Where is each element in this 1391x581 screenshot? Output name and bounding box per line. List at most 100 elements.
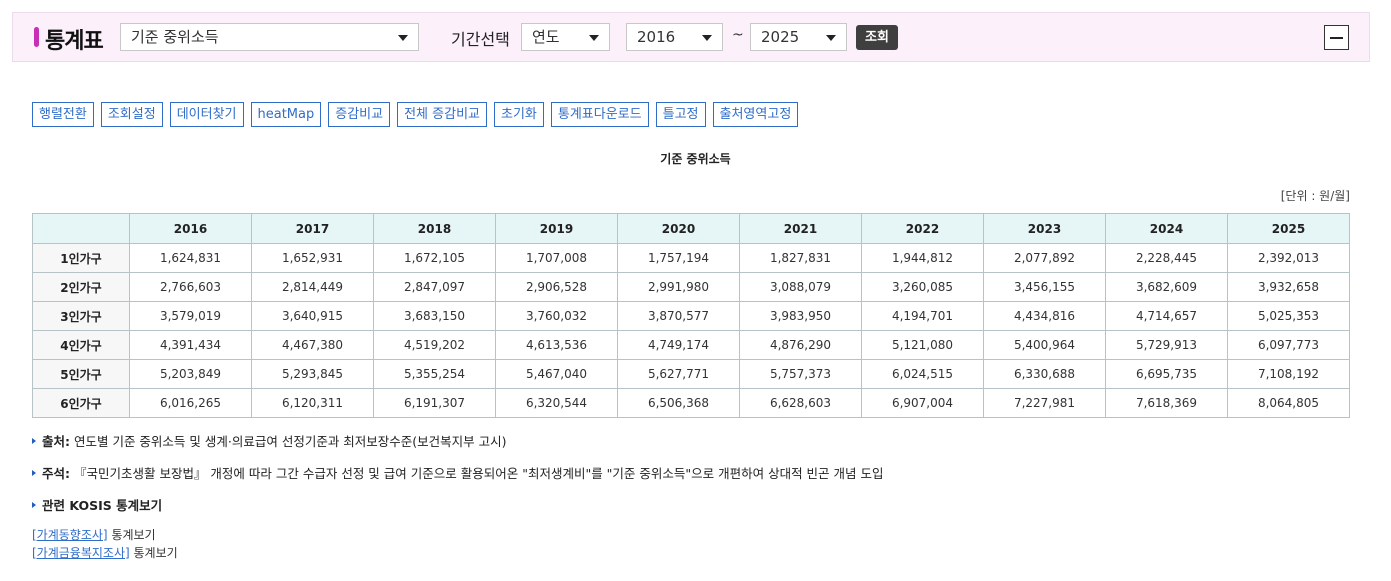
statistics-table: 2016 2017 2018 2019 2020 2021 2022 2023 …	[32, 213, 1350, 418]
table-cell: 4,194,701	[861, 301, 984, 331]
change-compare-button[interactable]: 증감비교	[328, 102, 391, 127]
table-cell: 6,907,004	[861, 388, 984, 418]
source-text: 연도별 기준 중위소득 및 생계·의료급여 선정기준과 최저보장수준(보건복지부…	[73, 434, 507, 449]
heatmap-button[interactable]: heatMap	[250, 102, 322, 127]
link-suffix: 통계보기	[111, 528, 156, 542]
row-header: 4인가구	[32, 330, 130, 360]
column-header: 2018	[373, 213, 496, 244]
table-cell: 1,652,931	[251, 243, 374, 273]
remark-text: 『국민기초생활 보장법』 개정에 따라 그간 수급자 선정 및 급여 기준으로 …	[73, 466, 884, 481]
collapse-button[interactable]	[1324, 25, 1349, 50]
related-link-item: [가계동향조사] 통계보기	[32, 526, 156, 543]
search-button[interactable]: 조회	[856, 25, 898, 50]
table-cell: 1,944,812	[861, 243, 984, 273]
table-row: 3인가구 3,579,019 3,640,915 3,683,150 3,760,032…	[32, 301, 1350, 331]
table-cell: 7,108,192	[1227, 359, 1350, 389]
page-title: 통계표	[45, 29, 104, 54]
stat-select[interactable]: 기준 중위소득	[120, 23, 419, 51]
table-cell: 4,467,380	[251, 330, 374, 360]
table-cell: 3,640,915	[251, 301, 374, 331]
chevron-down-icon	[589, 35, 599, 41]
table-cell: 3,932,658	[1227, 272, 1350, 302]
household-trend-survey-link[interactable]: [가계동향조사]	[32, 528, 108, 542]
start-year-select[interactable]: 2016	[626, 23, 723, 51]
column-header: 2024	[1105, 213, 1228, 244]
all-change-compare-button[interactable]: 전체 증감비교	[397, 102, 487, 127]
search-header: 통계표 기준 중위소득 기간선택 연도 2016 ~ 2025 조회	[12, 12, 1370, 62]
chevron-down-icon	[826, 35, 836, 41]
source-label: 출처:	[42, 434, 70, 449]
table-cell: 1,757,194	[617, 243, 740, 273]
chevron-down-icon	[398, 35, 408, 41]
table-row: 1인가구 1,624,831 1,652,931 1,672,105 1,707,008…	[32, 243, 1350, 273]
table-cell: 3,683,150	[373, 301, 496, 331]
column-header: 2016	[129, 213, 252, 244]
table-cell: 5,025,353	[1227, 301, 1350, 331]
household-finance-survey-link[interactable]: [가계금융복지조사]	[32, 546, 130, 560]
column-header: 2019	[495, 213, 618, 244]
row-header: 3인가구	[32, 301, 130, 331]
unit-note: [단위 : 원/월]	[1280, 189, 1350, 203]
table-cell: 2,847,097	[373, 272, 496, 302]
table-cell: 6,191,307	[373, 388, 496, 418]
table-cell: 5,293,845	[251, 359, 374, 389]
table-row: 6인가구 6,016,265 6,120,311 6,191,307 6,320,544…	[32, 388, 1350, 418]
table-cell: 3,760,032	[495, 301, 618, 331]
table-toolbar: 행렬전환 조회설정 데이터찾기 heatMap 증감비교 전체 증감비교 초기화…	[32, 102, 799, 127]
pin-source-button[interactable]: 출처영역고정	[712, 102, 799, 127]
related-stats-heading: 관련 KOSIS 통계보기	[32, 495, 162, 514]
table-cell: 5,627,771	[617, 359, 740, 389]
reset-button[interactable]: 초기화	[494, 102, 544, 127]
table-cell: 3,983,950	[739, 301, 862, 331]
start-year-value: 2016	[637, 28, 676, 46]
source-note: 출처: 연도별 기준 중위소득 및 생계·의료급여 선정기준과 최저보장수준(보…	[32, 431, 507, 450]
table-row: 2인가구 2,766,603 2,814,449 2,847,097 2,906,528…	[32, 272, 1350, 302]
table-cell: 4,391,434	[129, 330, 252, 360]
table-cell: 4,519,202	[373, 330, 496, 360]
find-data-button[interactable]: 데이터찾기	[169, 102, 244, 127]
table-cell: 5,355,254	[373, 359, 496, 389]
table-cell: 5,121,080	[861, 330, 984, 360]
table-cell: 6,506,368	[617, 388, 740, 418]
table-cell: 1,707,008	[495, 243, 618, 273]
query-settings-button[interactable]: 조회설정	[100, 102, 163, 127]
table-cell: 2,228,445	[1105, 243, 1228, 273]
table-cell: 1,672,105	[373, 243, 496, 273]
freeze-panes-button[interactable]: 틀고정	[655, 102, 706, 127]
column-header: 2017	[251, 213, 374, 244]
table-cell: 6,330,688	[983, 359, 1106, 389]
table-cell: 6,024,515	[861, 359, 984, 389]
transpose-button[interactable]: 행렬전환	[32, 102, 94, 127]
download-button[interactable]: 통계표다운로드	[550, 102, 649, 127]
bullet-icon	[32, 502, 36, 508]
table-cell: 5,757,373	[739, 359, 862, 389]
table-cell: 4,613,536	[495, 330, 618, 360]
table-cell: 6,695,735	[1105, 359, 1228, 389]
table-cell: 7,227,981	[983, 388, 1106, 418]
table-cell: 4,714,657	[1105, 301, 1228, 331]
end-year-select[interactable]: 2025	[750, 23, 847, 51]
table-row: 4인가구 4,391,434 4,467,380 4,519,202 4,613,536…	[32, 330, 1350, 360]
bullet-icon	[32, 438, 36, 444]
table-cell: 3,260,085	[861, 272, 984, 302]
period-unit-select[interactable]: 연도	[521, 23, 610, 51]
remark-note: 주석: 『국민기초생활 보장법』 개정에 따라 그간 수급자 선정 및 급여 기…	[32, 463, 884, 482]
column-header: 2022	[861, 213, 984, 244]
remark-label: 주석:	[42, 466, 70, 481]
table-cell: 1,624,831	[129, 243, 252, 273]
table-cell: 3,870,577	[617, 301, 740, 331]
bullet-icon	[32, 470, 36, 476]
related-link-item: [가계금융복지조사] 통계보기	[32, 544, 178, 561]
table-cell: 2,906,528	[495, 272, 618, 302]
column-header: 2025	[1227, 213, 1350, 244]
table-cell: 3,579,019	[129, 301, 252, 331]
period-label: 기간선택	[451, 30, 510, 49]
table-cell: 4,749,174	[617, 330, 740, 360]
table-cell: 5,467,040	[495, 359, 618, 389]
table-title: 기준 중위소득	[660, 152, 731, 166]
table-cell: 3,682,609	[1105, 272, 1228, 302]
end-year-value: 2025	[761, 28, 800, 46]
table-cell: 2,077,892	[983, 243, 1106, 273]
range-separator: ~	[732, 27, 744, 43]
table-header-row: 2016 2017 2018 2019 2020 2021 2022 2023 …	[32, 213, 1350, 244]
